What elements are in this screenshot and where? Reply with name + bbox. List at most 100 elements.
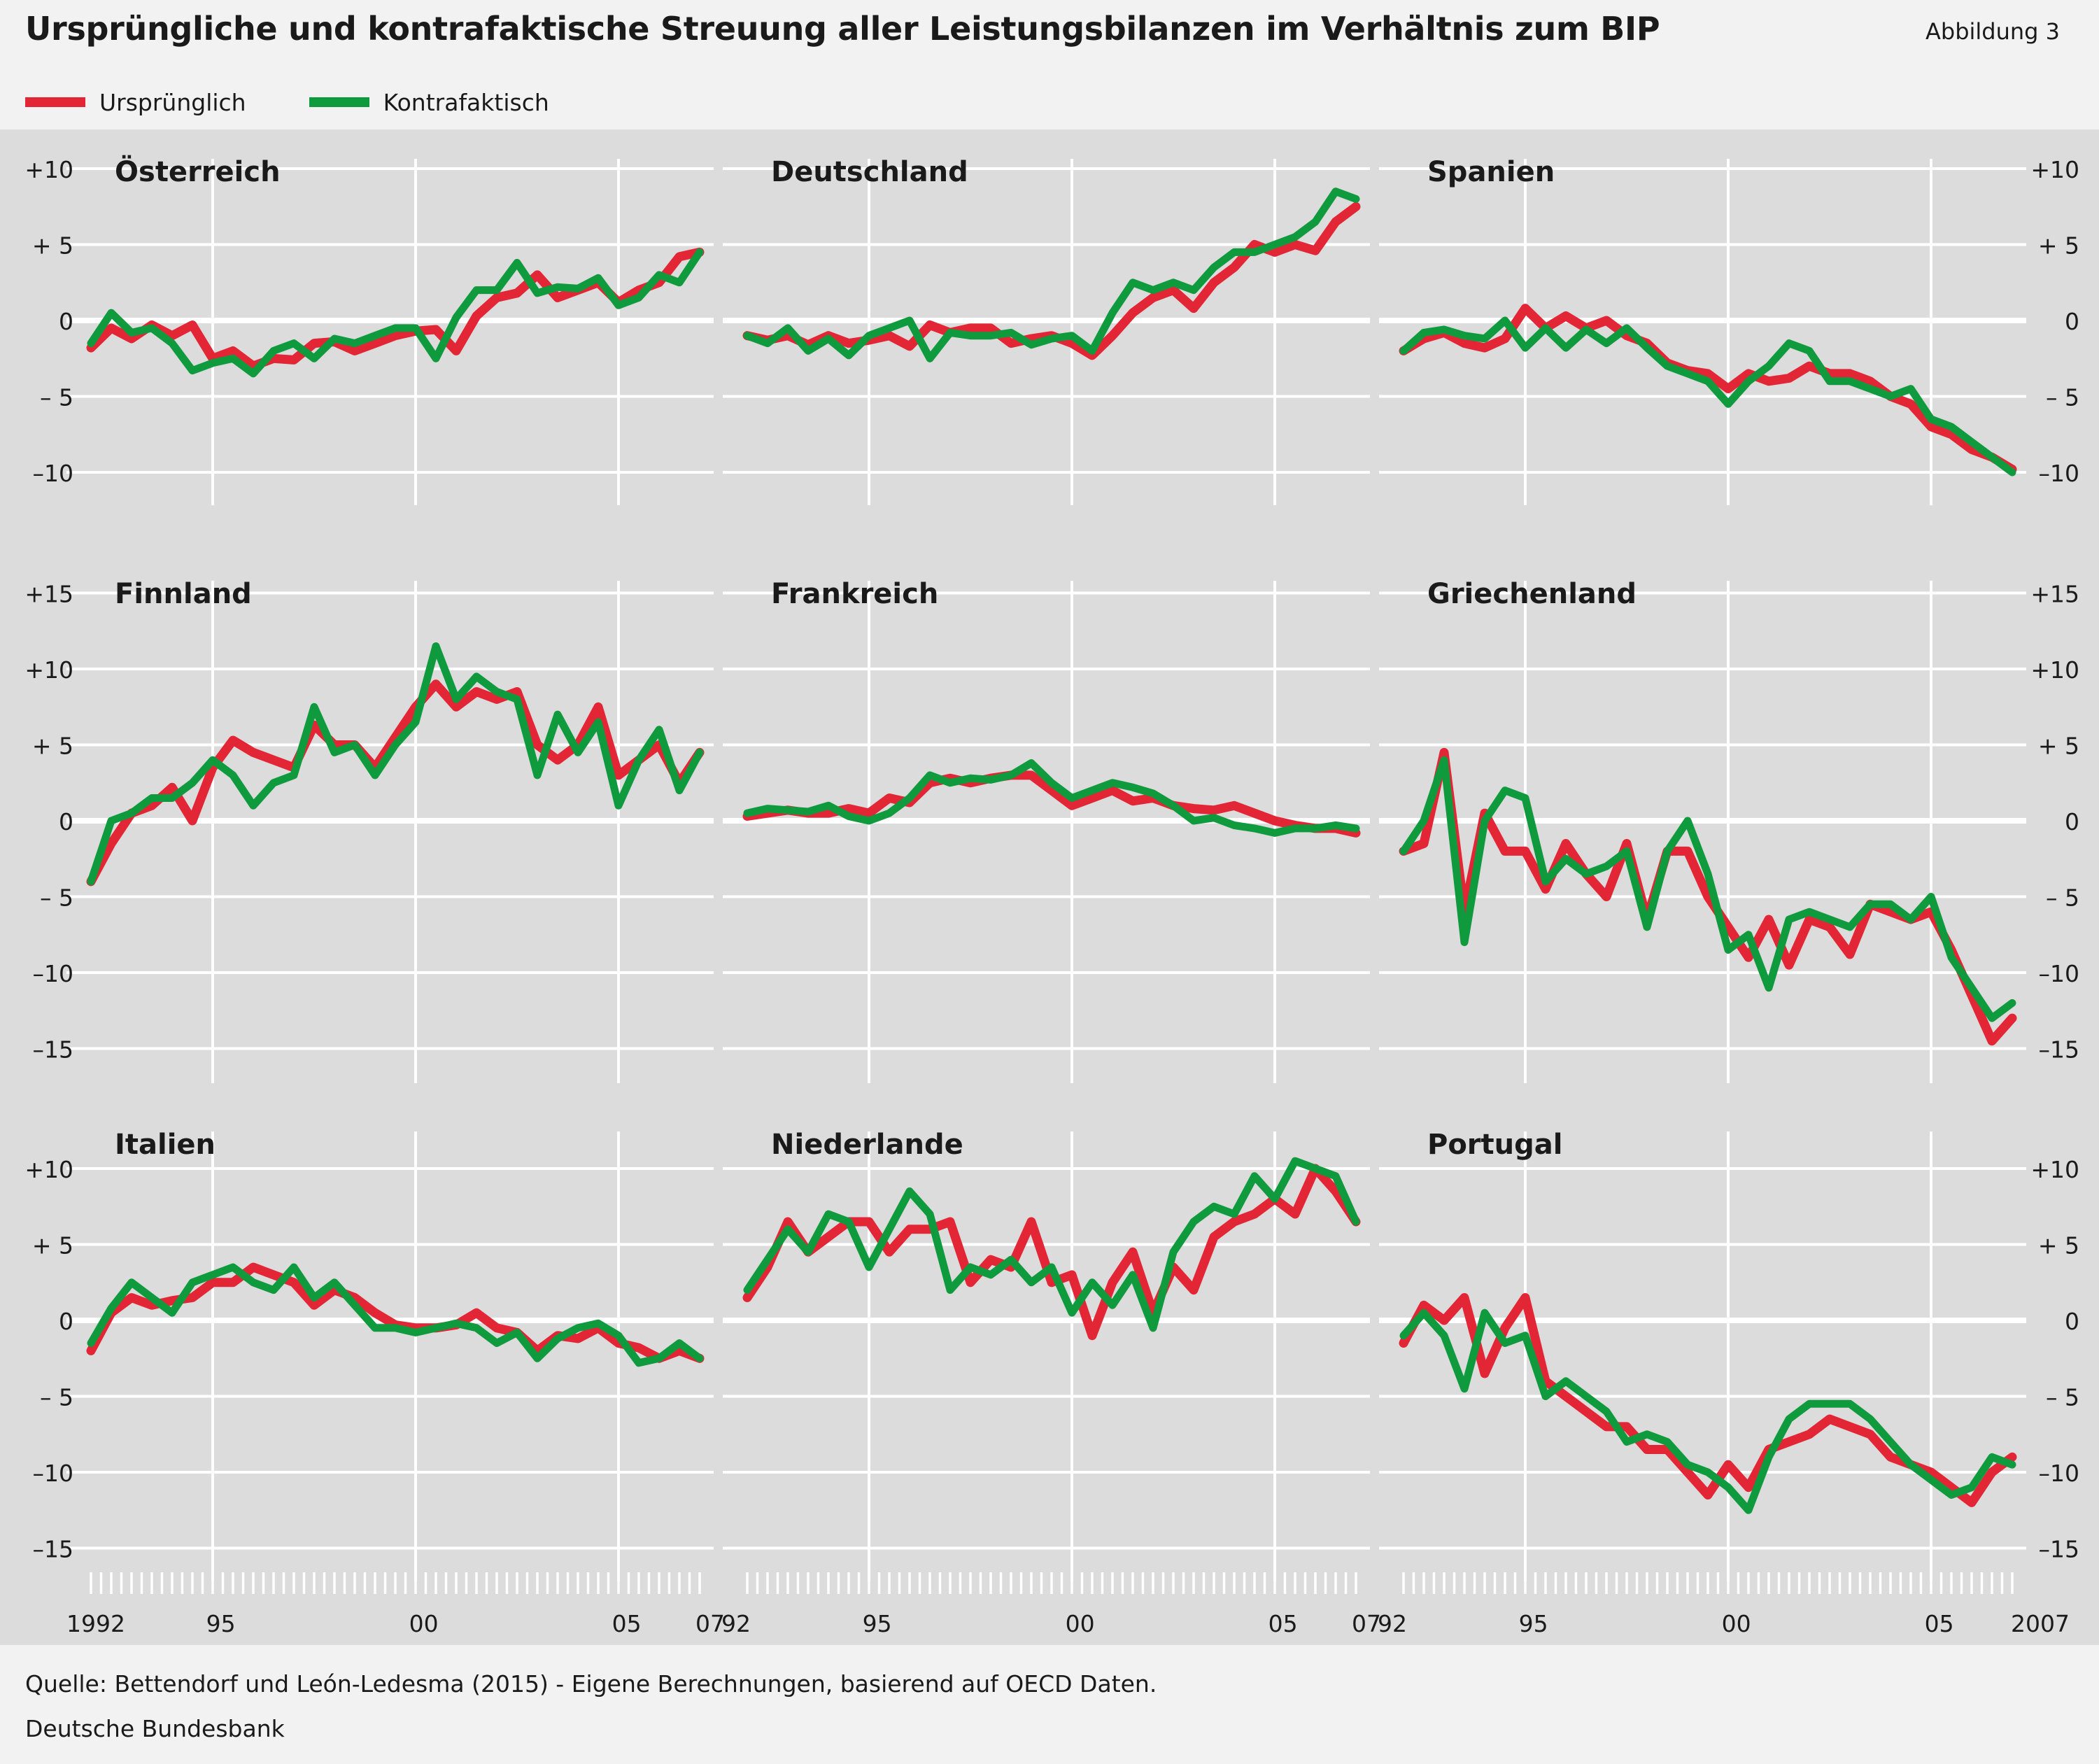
series-line-original xyxy=(742,1164,1361,1341)
panel-4: Finnland xyxy=(86,578,705,887)
y-tick-label-left: +10 xyxy=(24,156,73,183)
x-tick-label: 95 xyxy=(1519,1610,1548,1637)
panel-2: Deutschland xyxy=(742,156,1361,362)
y-tick-label-right: +10 xyxy=(2030,1156,2079,1183)
publisher: Deutsche Bundesbank xyxy=(25,1715,285,1742)
panel-title: Spanien xyxy=(1427,156,1555,188)
y-tick-label-left: +10 xyxy=(24,656,73,684)
legend-swatch-original xyxy=(25,97,85,107)
chart-title: Ursprüngliche und kontrafaktische Streuu… xyxy=(25,10,1660,48)
panel-title: Niederlande xyxy=(771,1129,963,1161)
x-tick-label: 05 xyxy=(612,1610,642,1637)
x-tick-label: 92 xyxy=(1378,1610,1407,1637)
y-tick-label-left: + 5 xyxy=(32,733,73,760)
legend-item-original: Ursprünglich xyxy=(25,89,246,116)
y-tick-label-right: –15 xyxy=(2039,1036,2080,1064)
series-line-original xyxy=(86,1262,705,1363)
y-tick-label-right: – 5 xyxy=(2046,1384,2079,1411)
panel-3: Spanien xyxy=(1399,156,2017,477)
y-tick-label-left: – 5 xyxy=(40,884,73,912)
panel-title: Österreich xyxy=(115,155,281,188)
y-tick-label-left: 0 xyxy=(59,808,73,835)
x-tick-label: 00 xyxy=(1066,1610,1095,1637)
series-line-original xyxy=(742,202,1361,360)
figure-label: Abbildung 3 xyxy=(1925,18,2060,45)
panel-title: Frankreich xyxy=(771,578,938,610)
x-tick-label: 1992 xyxy=(66,1610,125,1637)
series-line-original xyxy=(86,679,705,887)
y-tick-label-left: –10 xyxy=(33,1460,74,1487)
series-line-counterfactual xyxy=(87,1263,704,1367)
series-line-counterfactual xyxy=(87,248,704,378)
series-line-original xyxy=(742,770,1361,838)
panel-7: Italien xyxy=(86,1129,705,1367)
y-tick-label-right: – 5 xyxy=(2046,384,2079,411)
gridlines xyxy=(66,159,2026,1581)
legend-label-counterfactual: Kontrafaktisch xyxy=(383,88,549,116)
y-tick-label-right: + 5 xyxy=(2038,232,2079,260)
panel-6: Griechenland xyxy=(1399,578,2017,1046)
y-tick-label-right: 0 xyxy=(2065,308,2079,335)
y-tick-label-left: 0 xyxy=(59,308,73,335)
legend: Ursprünglich Kontrafaktisch xyxy=(25,83,549,122)
legend-label-original: Ursprünglich xyxy=(99,88,246,116)
footer: Quelle: Bettendorf und León-Ledesma (201… xyxy=(25,1662,1157,1751)
y-tick-label-left: +10 xyxy=(24,1156,73,1183)
y-tick-label-right: –10 xyxy=(2039,960,2080,987)
series-line-counterfactual xyxy=(1399,756,2016,1022)
small-multiples-chart: Österreich Deutschland Spanien Finnland Fran… xyxy=(24,155,2079,1637)
series-line-counterfactual xyxy=(743,188,1360,362)
y-tick-label-right: +15 xyxy=(2030,581,2079,608)
series-line-counterfactual xyxy=(87,642,704,886)
panel-title: Deutschland xyxy=(771,156,968,188)
x-tick-label: 05 xyxy=(1268,1610,1298,1637)
series-line-counterfactual xyxy=(1399,1308,2016,1514)
x-tick-label: 00 xyxy=(1722,1610,1751,1637)
x-tick-label: 95 xyxy=(863,1610,892,1637)
y-tick-label-right: + 5 xyxy=(2038,1232,2079,1260)
y-tick-label-left: –10 xyxy=(33,960,74,987)
plot-area: Österreich Deutschland Spanien Finnland Fran… xyxy=(0,129,2099,1645)
y-tick-label-right: +10 xyxy=(2030,156,2079,183)
series-line-counterfactual xyxy=(743,759,1360,837)
y-tick-label-right: 0 xyxy=(2065,1308,2079,1335)
panel-8: Niederlande xyxy=(742,1129,1361,1341)
x-tick-label: 92 xyxy=(721,1610,751,1637)
y-tick-label-left: –10 xyxy=(33,460,74,487)
x-tick-label: 07 xyxy=(1352,1610,1381,1637)
panel-title: Italien xyxy=(115,1129,215,1161)
x-tick-label: 05 xyxy=(1925,1610,1954,1637)
panel-title: Portugal xyxy=(1427,1129,1562,1161)
x-tick-label: 2007 xyxy=(2011,1610,2070,1637)
y-tick-label-right: –10 xyxy=(2039,1460,2080,1487)
series-line-counterfactual xyxy=(743,1157,1360,1332)
y-tick-label-left: 0 xyxy=(59,1308,73,1335)
x-tick-label: 95 xyxy=(206,1610,236,1637)
y-tick-label-left: –15 xyxy=(33,1036,74,1064)
series-line-counterfactual xyxy=(1399,316,2016,477)
y-tick-label-right: +10 xyxy=(2030,656,2079,684)
panel-title: Griechenland xyxy=(1427,578,1637,610)
x-tick-label: 07 xyxy=(695,1610,725,1637)
y-tick-label-left: – 5 xyxy=(40,384,73,411)
series-line-original xyxy=(86,247,705,371)
legend-swatch-counterfactual xyxy=(309,97,369,107)
y-tick-label-left: – 5 xyxy=(40,1384,73,1411)
panel-9: Portugal xyxy=(1399,1129,2017,1514)
x-tick-label: 00 xyxy=(409,1610,439,1637)
source-note: Quelle: Bettendorf und León-Ledesma (201… xyxy=(25,1670,1157,1698)
y-tick-label-right: –10 xyxy=(2039,460,2080,487)
y-axis-labels: +10 +10 + 5 + 5 0 0 – 5 – 5 –10 –10 +15 +15 +10 +10 + … xyxy=(24,156,2079,1563)
y-tick-label-right: 0 xyxy=(2065,808,2079,835)
series-line-original xyxy=(1399,304,2017,474)
y-tick-label-right: – 5 xyxy=(2046,884,2079,912)
panel-1: Österreich xyxy=(86,155,705,378)
y-tick-label-left: + 5 xyxy=(32,232,73,260)
y-tick-label-left: +15 xyxy=(24,581,73,608)
y-tick-label-left: –15 xyxy=(33,1536,74,1563)
legend-item-counterfactual: Kontrafaktisch xyxy=(309,89,549,116)
y-tick-label-right: + 5 xyxy=(2038,733,2079,760)
y-tick-label-left: + 5 xyxy=(32,1232,73,1260)
y-tick-label-right: –15 xyxy=(2039,1536,2080,1563)
